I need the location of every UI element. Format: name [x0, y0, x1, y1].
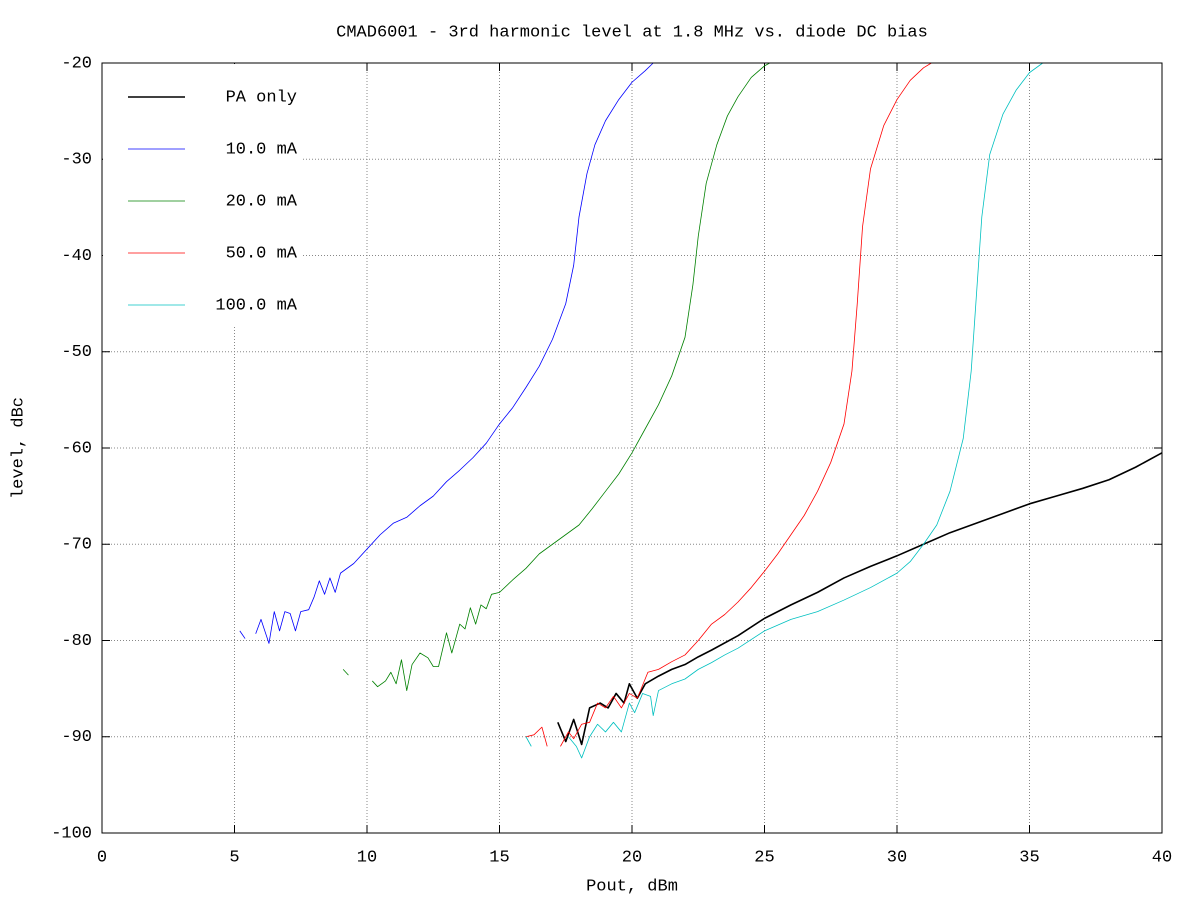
series-line: [525, 62, 932, 747]
series-line: [525, 62, 1043, 759]
y-tick-label: -100: [51, 824, 92, 843]
y-tick-label: -80: [61, 632, 92, 651]
x-axis-label: Pout, dBm: [586, 877, 678, 896]
legend-label: 100.0 mA: [215, 296, 297, 315]
x-tick-label: 35: [1019, 848, 1039, 867]
plot-border: [101, 62, 1163, 834]
y-tick-label: -70: [61, 536, 92, 555]
x-tick-label: 0: [97, 848, 107, 867]
legend-background: [103, 64, 301, 326]
x-tick-label: 25: [754, 848, 774, 867]
series-line: [557, 452, 1163, 746]
y-tick-label: -40: [61, 247, 92, 266]
legend-label: 20.0 mA: [226, 192, 298, 211]
x-tick-label: 10: [357, 848, 377, 867]
y-tick-label: -20: [61, 54, 92, 73]
x-tick-label: 15: [489, 848, 509, 867]
x-tick-label: 5: [229, 848, 239, 867]
series-line: [239, 62, 654, 644]
legend-label: PA only: [226, 88, 297, 107]
legend-label: 50.0 mA: [226, 244, 298, 263]
y-tick-label: -50: [61, 343, 92, 362]
x-tick-label: 20: [622, 848, 642, 867]
y-tick-label: -60: [61, 439, 92, 458]
y-axis-label: level, dBc: [9, 397, 28, 499]
legend-label: 10.0 mA: [226, 140, 298, 159]
chart-title: CMAD6001 - 3rd harmonic level at 1.8 MHz…: [336, 23, 928, 42]
y-tick-label: -30: [61, 151, 92, 170]
x-tick-label: 40: [1152, 848, 1172, 867]
x-tick-label: 30: [887, 848, 907, 867]
series-line: [342, 62, 770, 691]
y-tick-label: -90: [61, 728, 92, 747]
